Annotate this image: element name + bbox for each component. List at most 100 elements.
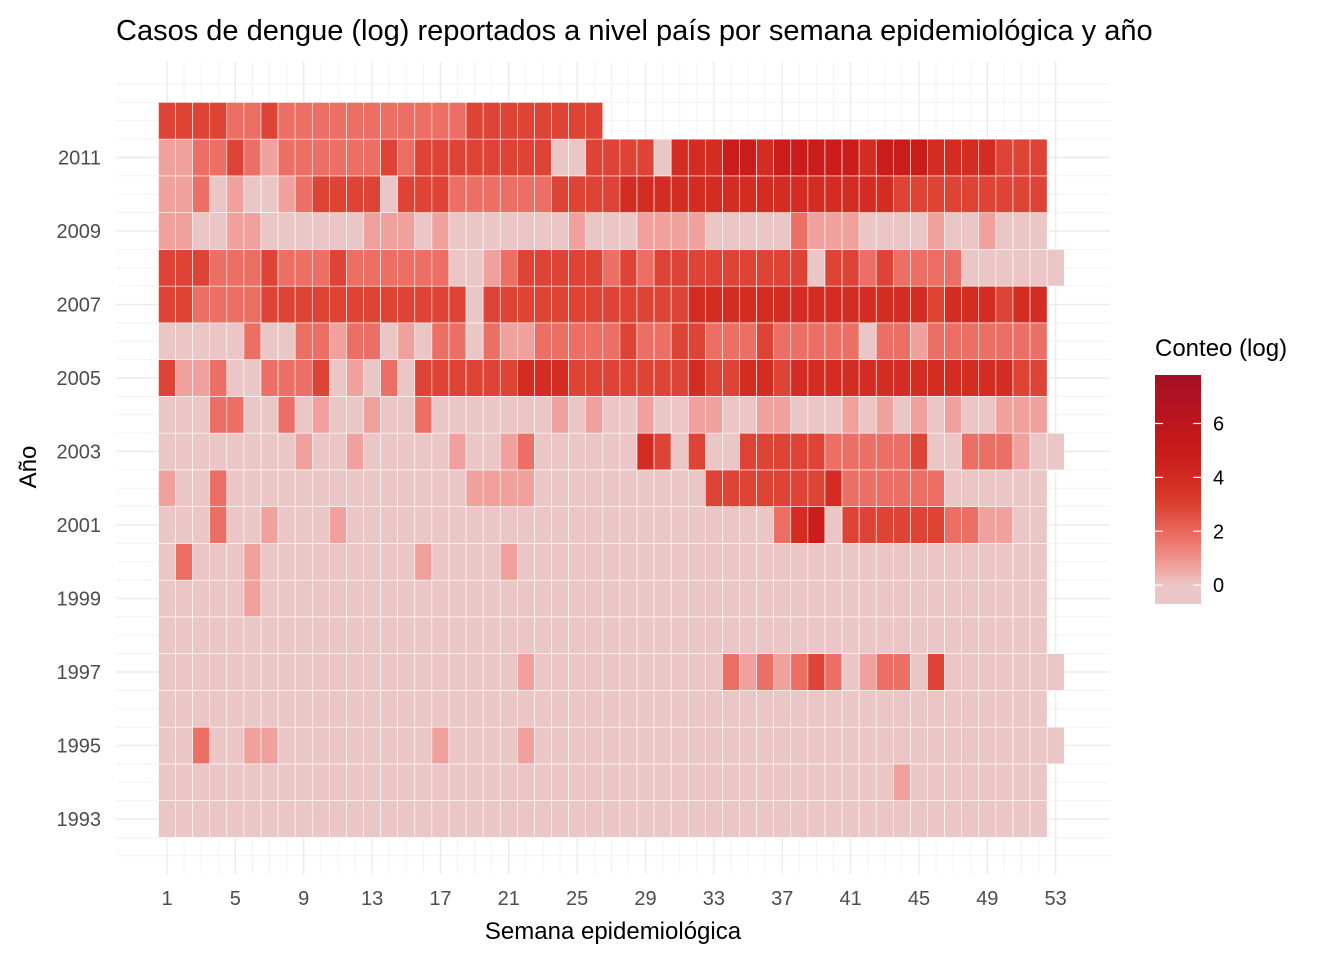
heatmap-cell <box>824 212 843 250</box>
heatmap-cell <box>910 432 928 471</box>
heatmap-cell <box>790 543 809 581</box>
heatmap-cell <box>722 800 740 838</box>
heatmap-cell <box>363 175 381 213</box>
heatmap-cell <box>397 469 416 507</box>
heatmap-cell <box>636 506 655 544</box>
heatmap-cell <box>534 322 552 360</box>
heatmap-cell <box>311 432 330 471</box>
heatmap-cell <box>243 469 262 507</box>
heatmap-cell <box>722 726 740 765</box>
heatmap-cell <box>226 469 245 507</box>
heatmap-cell <box>636 690 655 728</box>
heatmap-cell <box>944 579 962 618</box>
heatmap-cell <box>619 469 638 507</box>
heatmap-cell <box>841 396 860 434</box>
heatmap-cell <box>602 249 621 287</box>
heatmap-cell <box>346 616 364 654</box>
heatmap-cell <box>551 763 569 801</box>
heatmap-cell <box>961 726 980 765</box>
heatmap-cell <box>192 469 211 507</box>
heatmap-cell <box>380 102 399 140</box>
heatmap-cell <box>824 579 843 618</box>
heatmap-cell <box>602 579 621 618</box>
heatmap-cell <box>858 469 877 507</box>
heatmap-cell <box>294 616 313 654</box>
heatmap-cell <box>517 506 535 544</box>
heatmap-cell <box>260 249 279 287</box>
heatmap-cell <box>978 396 997 434</box>
heatmap-cell <box>756 579 774 618</box>
heatmap-cell <box>534 396 552 434</box>
heatmap-cell <box>346 212 364 250</box>
heatmap-cell <box>380 285 399 324</box>
heatmap-cell <box>568 506 587 544</box>
heatmap-cell <box>1029 616 1048 654</box>
heatmap-cell <box>243 653 262 691</box>
heatmap-cell <box>209 726 228 765</box>
heatmap-cell <box>602 800 621 838</box>
heatmap-cell <box>380 763 399 801</box>
heatmap-cell <box>773 138 792 177</box>
heatmap-cell <box>585 506 604 544</box>
heatmap-cell <box>670 800 689 838</box>
heatmap-cell <box>636 469 655 507</box>
heatmap-cell <box>807 249 826 287</box>
legend-tick-label: 6 <box>1213 413 1224 435</box>
heatmap-cell <box>1012 175 1031 213</box>
heatmap-cell <box>397 543 416 581</box>
heatmap-cell <box>311 763 330 801</box>
heatmap-cell <box>875 800 894 838</box>
heatmap-cell <box>858 359 877 397</box>
heatmap-cell <box>670 396 689 434</box>
heatmap-cell <box>858 543 877 581</box>
heatmap-cell <box>739 359 757 397</box>
heatmap-cell <box>858 653 877 691</box>
heatmap-cell <box>893 690 911 728</box>
heatmap-cell <box>551 543 569 581</box>
heatmap-cell <box>636 175 655 213</box>
heatmap-cell <box>380 543 399 581</box>
heatmap-cell <box>910 396 928 434</box>
heatmap-cell <box>465 396 484 434</box>
heatmap-cell <box>175 690 193 728</box>
heatmap-cell <box>243 763 262 801</box>
heatmap-cell <box>841 690 860 728</box>
heatmap-cell <box>175 506 193 544</box>
heatmap-cell <box>773 432 792 471</box>
heatmap-cell <box>893 285 911 324</box>
heatmap-cell <box>585 322 604 360</box>
heatmap-cell <box>927 579 945 618</box>
heatmap-cell <box>790 763 809 801</box>
heatmap-cell <box>346 726 364 765</box>
heatmap-cell <box>551 249 569 287</box>
heatmap-cell <box>705 175 723 213</box>
heatmap-cell <box>739 249 757 287</box>
heatmap-cell <box>1012 432 1031 471</box>
heatmap-cell <box>260 763 279 801</box>
heatmap-cell <box>927 763 945 801</box>
heatmap-cell <box>329 212 347 250</box>
heatmap-cell <box>175 726 193 765</box>
heatmap-cell <box>482 506 501 544</box>
heatmap-cell <box>192 175 211 213</box>
heatmap-cell <box>875 212 894 250</box>
heatmap-cell <box>585 800 604 838</box>
heatmap-cell <box>619 690 638 728</box>
heatmap-cell <box>978 212 997 250</box>
heatmap-cell <box>995 212 1014 250</box>
heatmap-cell <box>568 616 587 654</box>
heatmap-cell <box>670 726 689 765</box>
heatmap-cell <box>226 653 245 691</box>
heatmap-cell <box>653 506 672 544</box>
heatmap-cell <box>363 763 381 801</box>
x-axis-tick-labels: 1 5 9 13 17 21 25 29 33 37 41 45 49 53 <box>161 888 1066 910</box>
heatmap-cell <box>875 285 894 324</box>
heatmap-cell <box>517 616 535 654</box>
heatmap-cell <box>482 726 501 765</box>
heatmap-cell <box>653 212 672 250</box>
heatmap-cell <box>414 212 433 250</box>
heatmap-cell <box>927 653 945 691</box>
heatmap-cell <box>773 800 792 838</box>
heatmap-cell <box>687 653 706 691</box>
heatmap-cell <box>1029 506 1048 544</box>
